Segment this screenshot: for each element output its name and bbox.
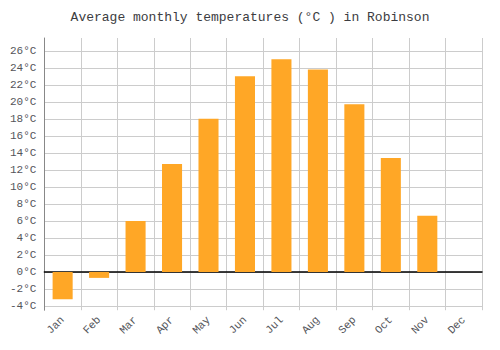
svg-text:Aug: Aug <box>300 314 322 336</box>
svg-text:0°C: 0°C <box>17 266 37 278</box>
svg-text:Sep: Sep <box>336 314 358 336</box>
svg-text:4°C: 4°C <box>17 232 37 244</box>
svg-text:Mar: Mar <box>117 314 139 336</box>
svg-text:Jun: Jun <box>227 314 249 336</box>
svg-text:22°C: 22°C <box>10 79 37 91</box>
svg-text:Jul: Jul <box>263 314 285 336</box>
svg-text:12°C: 12°C <box>10 164 37 176</box>
svg-text:-4°C: -4°C <box>10 300 37 312</box>
svg-text:20°C: 20°C <box>10 96 37 108</box>
svg-text:Jan: Jan <box>44 314 66 336</box>
svg-text:16°C: 16°C <box>10 130 37 142</box>
svg-text:2°C: 2°C <box>17 249 37 261</box>
svg-text:26°C: 26°C <box>10 45 37 57</box>
svg-text:8°C: 8°C <box>17 198 37 210</box>
svg-text:18°C: 18°C <box>10 113 37 125</box>
svg-text:Feb: Feb <box>81 314 103 336</box>
svg-text:6°C: 6°C <box>17 215 37 227</box>
svg-text:24°C: 24°C <box>10 62 37 74</box>
svg-text:Apr: Apr <box>154 314 176 336</box>
svg-text:10°C: 10°C <box>10 181 37 193</box>
svg-text:Dec: Dec <box>446 314 468 336</box>
svg-text:Average monthly temperatures (: Average monthly temperatures (°C ) in Ro… <box>71 10 430 25</box>
svg-text:14°C: 14°C <box>10 147 37 159</box>
svg-text:May: May <box>190 314 213 337</box>
svg-text:Oct: Oct <box>373 314 395 336</box>
svg-text:Nov: Nov <box>409 314 432 337</box>
svg-text:-2°C: -2°C <box>10 283 37 295</box>
